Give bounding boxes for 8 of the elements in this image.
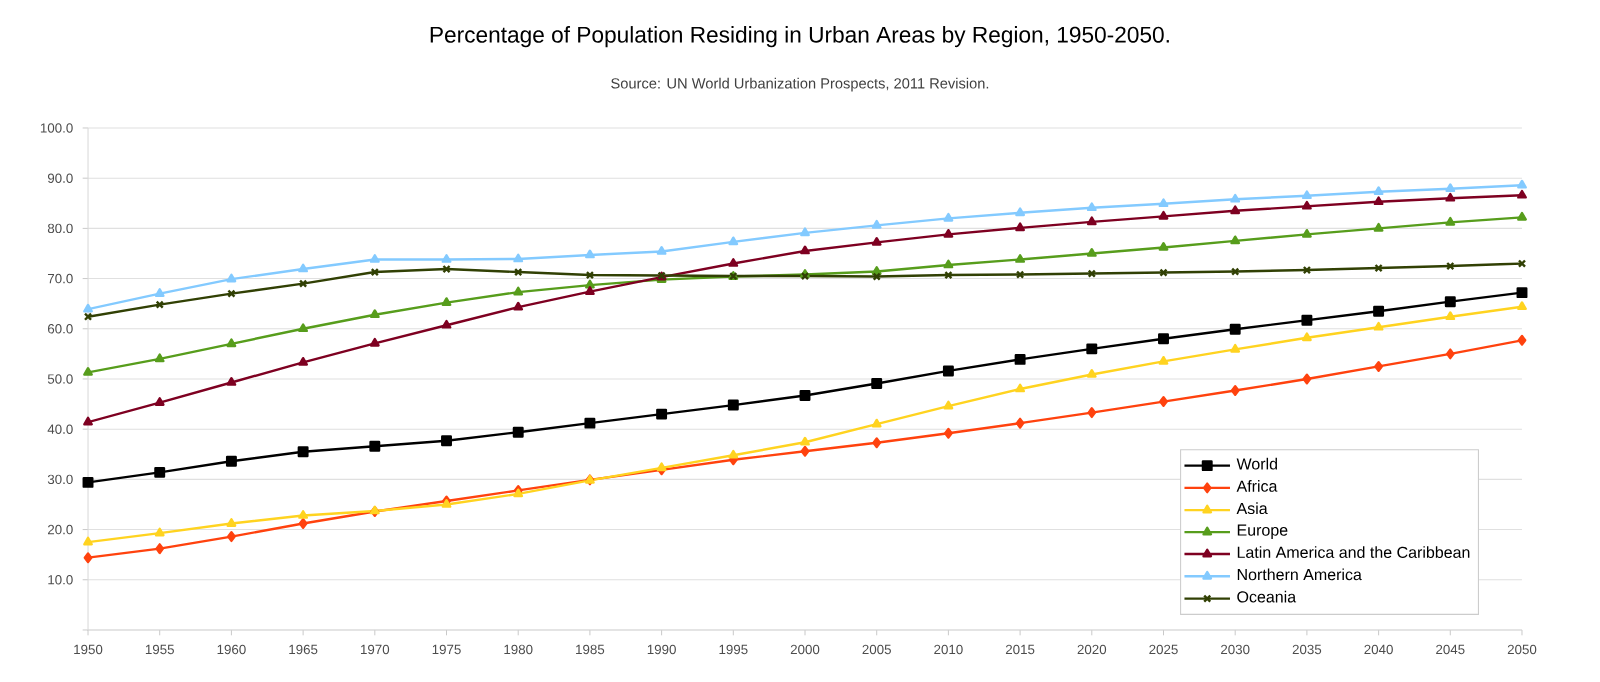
legend-label: Africa xyxy=(1236,480,1278,492)
legend-label: World xyxy=(1236,457,1277,470)
legend-label: Asia xyxy=(1236,502,1268,515)
legend-label: Oceania xyxy=(1237,590,1297,603)
legend-label: Northern America xyxy=(1237,568,1362,581)
legend-label: Latin America and the Caribbean xyxy=(1237,546,1470,559)
legend-label: Europe xyxy=(1237,524,1288,539)
chart-title: Percentage of Population Residing in Urban Areas by Region, 1950-2050. xyxy=(430,26,1169,48)
